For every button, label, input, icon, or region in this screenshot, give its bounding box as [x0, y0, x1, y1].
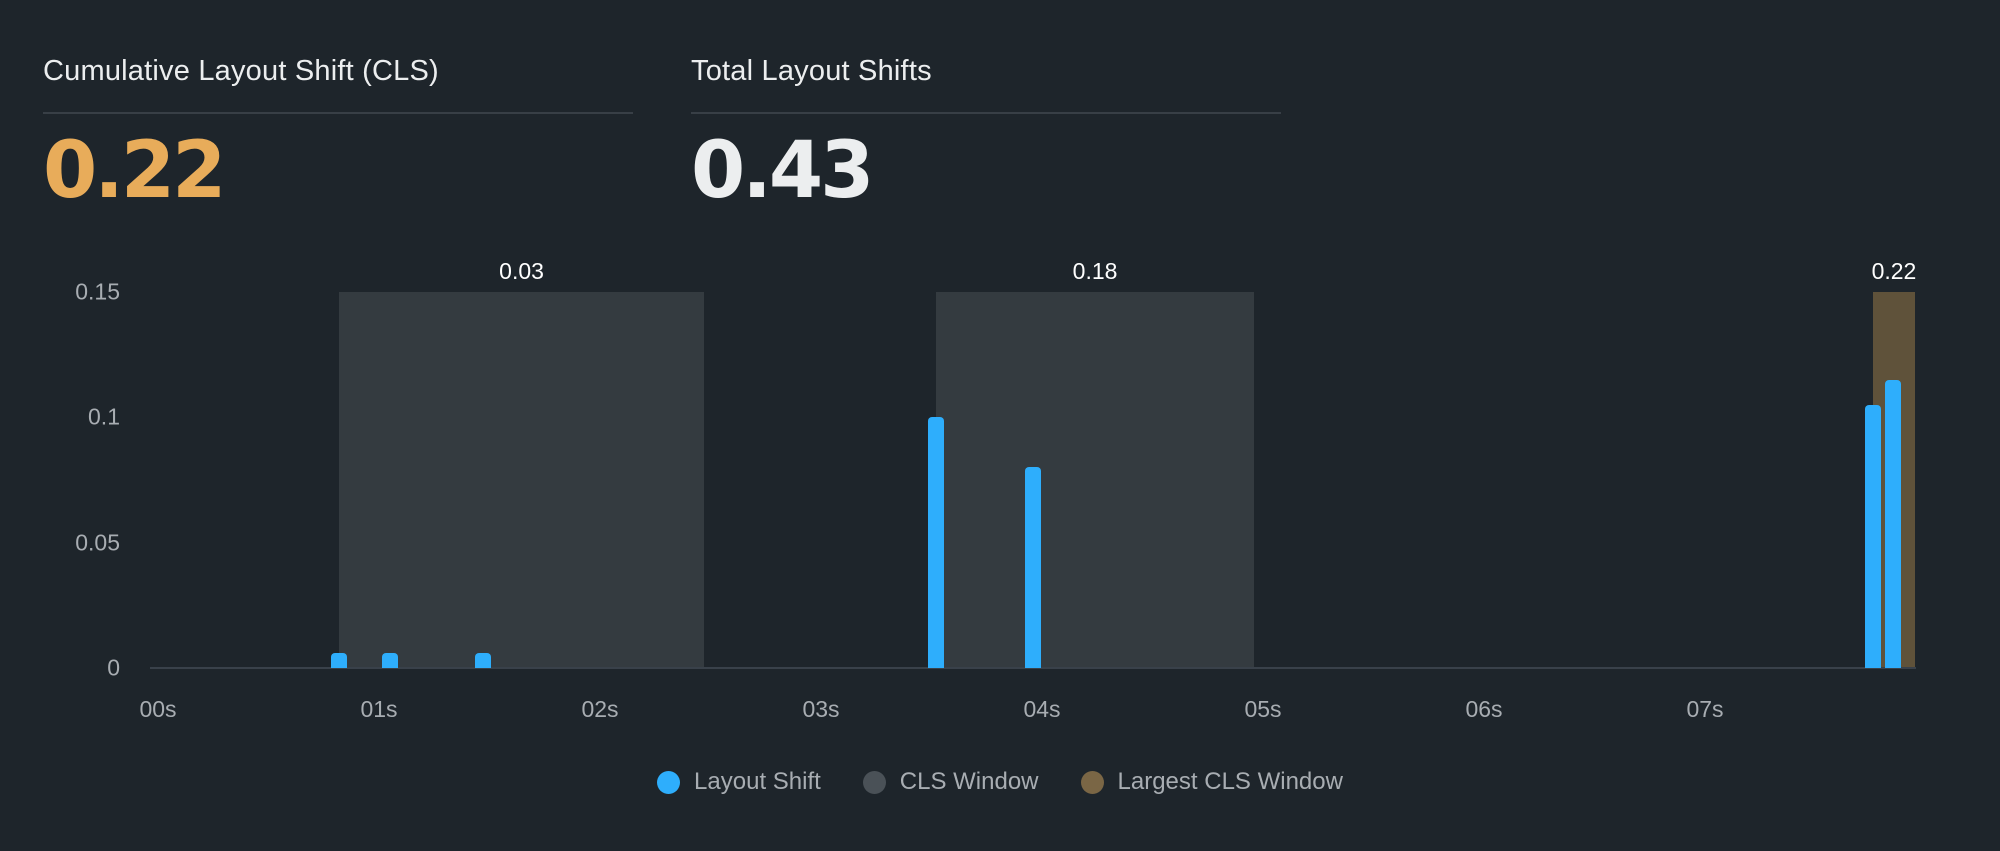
x-tick-label: 02s [581, 696, 619, 722]
x-tick-label: 01s [360, 696, 398, 722]
legend-label: Largest CLS Window [1117, 768, 1343, 795]
layout-shift-bar[interactable] [382, 652, 399, 668]
cls-metric-value: 0.22 [43, 126, 226, 216]
legend-label: CLS Window [899, 768, 1039, 795]
legend-item-layout-shift[interactable]: Layout Shift [657, 768, 821, 796]
x-tick-label: 05s [1244, 696, 1282, 722]
legend-item-cls-window[interactable]: CLS Window [862, 768, 1039, 796]
y-tick-label: 0.1 [88, 403, 120, 430]
chart-legend: Layout Shift CLS Window Largest CLS Wind… [0, 768, 2000, 796]
x-tick-label: 07s [1686, 696, 1724, 722]
layout-shift-bar[interactable] [1864, 404, 1881, 668]
legend-label: Layout Shift [694, 768, 821, 795]
cls-metric: Cumulative Layout Shift (CLS) 0.22 [43, 50, 633, 216]
largest-cls-window-dot-icon [1080, 770, 1104, 794]
cls-window-value-label: 0.22 [1871, 258, 1917, 284]
y-tick-label: 0.15 [75, 278, 120, 305]
cls-metric-label: Cumulative Layout Shift (CLS) [43, 50, 633, 114]
cls-window-dot-icon [862, 770, 886, 794]
x-tick-label: 03s [802, 696, 840, 722]
y-tick-label: 0.05 [75, 529, 120, 556]
layout-shift-bar[interactable] [1025, 467, 1042, 668]
cls-window-value-label: 0.18 [1072, 258, 1118, 284]
cls-window[interactable] [935, 292, 1255, 668]
total-layout-shifts-label: Total Layout Shifts [691, 50, 1281, 114]
total-layout-shifts-value: 0.43 [691, 126, 874, 216]
cls-window-value-label: 0.03 [499, 258, 544, 284]
x-axis-line [150, 667, 1916, 669]
x-tick-label: 00s [139, 696, 177, 722]
layout-shift-bar[interactable] [331, 652, 348, 668]
layout-shift-dot-icon [657, 770, 681, 794]
y-tick-label: 0 [107, 654, 120, 681]
layout-shift-bar[interactable] [1884, 379, 1901, 668]
total-layout-shifts-metric: Total Layout Shifts 0.43 [691, 50, 1281, 216]
x-tick-label: 04s [1023, 696, 1061, 722]
layout-shift-bar[interactable] [474, 652, 491, 668]
x-tick-label: 06s [1465, 696, 1503, 722]
layout-shift-bar[interactable] [927, 417, 944, 668]
legend-item-largest-cls-window[interactable]: Largest CLS Window [1080, 768, 1343, 796]
cls-window[interactable] [339, 292, 704, 668]
